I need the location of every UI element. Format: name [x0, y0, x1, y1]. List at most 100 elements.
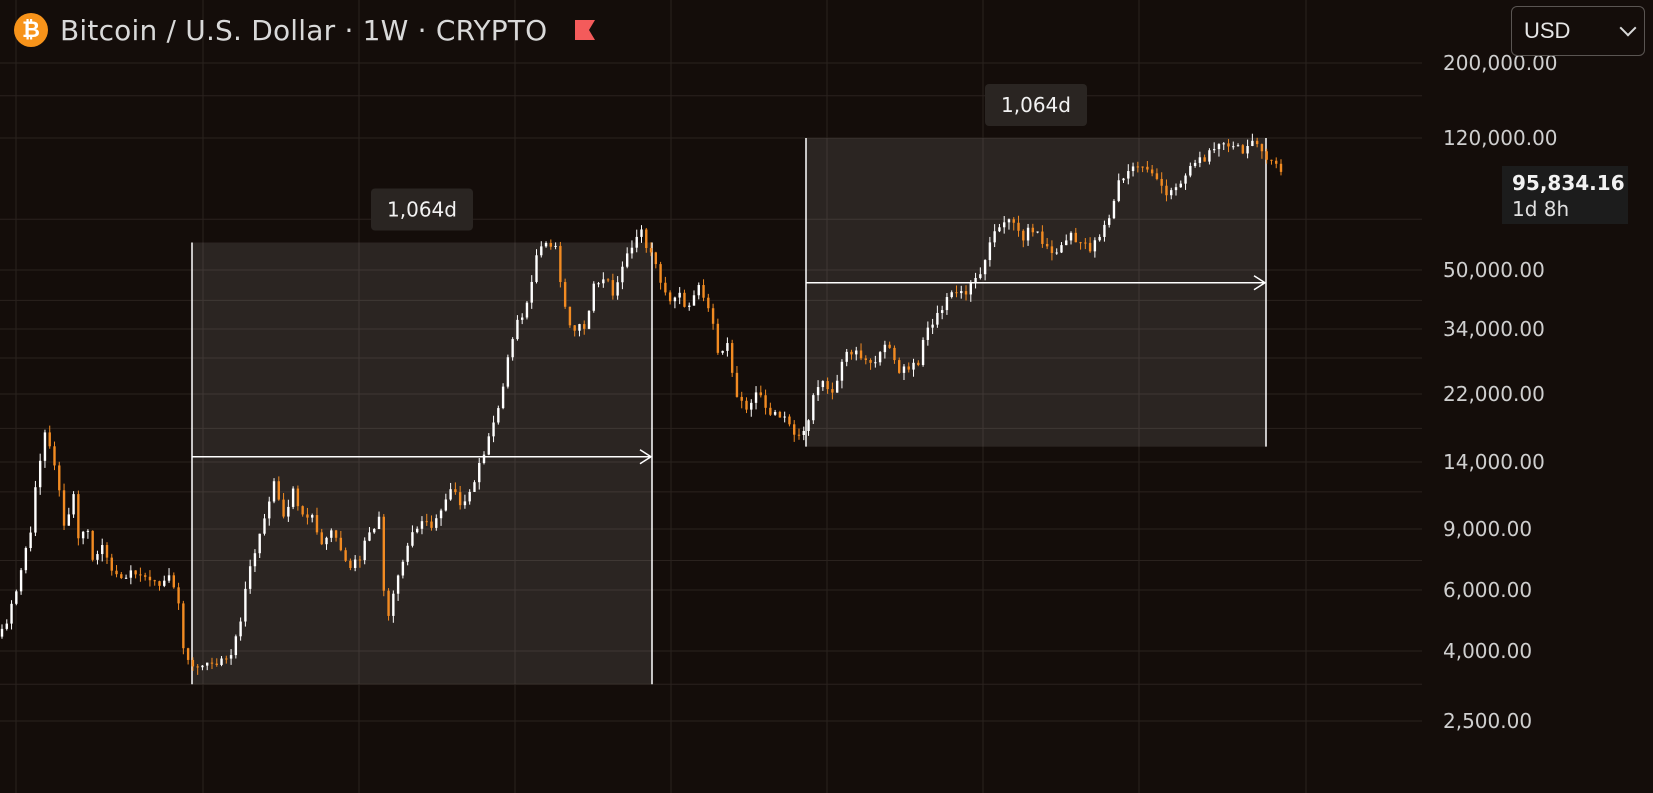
candle-body	[349, 560, 352, 568]
candle-body	[544, 242, 548, 247]
candle-body	[974, 277, 977, 283]
candle-body	[883, 344, 887, 353]
candle-body	[334, 530, 338, 538]
candle-body	[940, 310, 944, 313]
candle-body	[454, 489, 457, 493]
candle-body	[1122, 178, 1125, 181]
candle-body	[559, 245, 562, 283]
candle-body	[396, 575, 400, 594]
candle-body	[764, 395, 767, 408]
last-price-value: 95,834.16	[1512, 171, 1625, 195]
candle-body	[1065, 240, 1068, 246]
candle-body	[1069, 232, 1073, 241]
candle-body	[750, 402, 753, 410]
chart-grid	[0, 0, 1422, 793]
candle-body	[688, 305, 691, 307]
candle-body	[48, 432, 51, 447]
candle-body	[330, 530, 333, 538]
candle-body	[1088, 242, 1092, 252]
candle-body	[124, 577, 128, 579]
candle-body	[816, 387, 820, 396]
candle-body	[406, 545, 409, 562]
candle-body	[1222, 143, 1225, 145]
candle-body	[563, 282, 567, 307]
candle-body	[1079, 242, 1082, 244]
candle-body	[220, 658, 223, 665]
date-range-annotations[interactable]: 1,064d 1,064d	[191, 84, 1267, 685]
price-axis[interactable]: 2,500.00 4,000.00 6,000.00 9,000.00 14,000.0…	[1443, 51, 1558, 733]
candle-body	[640, 229, 643, 237]
candle-body	[874, 362, 877, 364]
candle-body	[210, 662, 214, 664]
candle-body	[1003, 222, 1006, 228]
candle-body	[392, 593, 395, 616]
candle-body	[855, 350, 858, 355]
candle-body	[625, 253, 629, 267]
candle-body	[163, 580, 166, 586]
candle-body	[363, 540, 366, 561]
candle-body	[1193, 162, 1197, 166]
date-range-box[interactable]	[192, 242, 652, 685]
candle-body	[167, 575, 171, 581]
candle-body	[244, 588, 247, 622]
candle-body	[878, 352, 882, 363]
candle-body	[53, 446, 56, 466]
flag-icon[interactable]	[573, 19, 597, 41]
candle-body	[707, 297, 710, 309]
candle-body	[960, 291, 963, 294]
candle-body	[1198, 157, 1202, 163]
candle-body	[1131, 166, 1135, 172]
date-range-label: 1,064d	[387, 198, 457, 222]
candle-body	[821, 381, 825, 388]
candle-body	[86, 530, 90, 532]
candle-body	[1170, 190, 1173, 196]
candle-body	[320, 532, 323, 545]
candle-body	[993, 231, 996, 243]
candle-body	[716, 323, 720, 353]
candle-body	[520, 317, 524, 320]
arrow-head-icon	[639, 449, 653, 465]
candle-body	[1212, 149, 1216, 151]
candle-body	[1041, 231, 1044, 244]
candle-body	[783, 416, 786, 418]
candle-body	[793, 424, 796, 435]
price-axis-label: 6,000.00	[1443, 578, 1532, 602]
candle-body	[769, 407, 772, 415]
candle-body	[43, 432, 47, 461]
candle-body	[664, 282, 667, 293]
candle-body	[659, 264, 662, 283]
candle-body	[120, 574, 123, 579]
candle-body	[1246, 146, 1249, 154]
candle-body	[411, 532, 414, 546]
candle-body	[1026, 227, 1030, 241]
candle-body	[449, 489, 452, 500]
candle-body	[315, 515, 319, 533]
candle-body	[621, 266, 624, 283]
candle-body	[754, 392, 758, 403]
candle-body	[535, 255, 538, 282]
candle-body	[206, 662, 209, 666]
candle-body	[67, 514, 71, 526]
candle-body	[10, 603, 13, 624]
bar-countdown: 1d 8h	[1512, 197, 1570, 221]
candle-body	[72, 494, 75, 515]
candle-body	[382, 516, 385, 591]
candle-body	[730, 343, 734, 373]
date-range-box[interactable]	[806, 138, 1266, 447]
candle-body	[301, 506, 304, 515]
symbol-title[interactable]: Bitcoin / U.S. Dollar · 1W · CRYPTO	[60, 13, 548, 47]
candle-body	[998, 227, 1001, 232]
candle-body	[473, 482, 476, 492]
chevron-down-icon	[1619, 19, 1637, 37]
candle-body	[139, 574, 142, 576]
candle-body	[153, 580, 156, 582]
currency-select[interactable]: USD	[1511, 6, 1645, 56]
candle-body	[1189, 165, 1192, 176]
candle-body	[859, 350, 863, 359]
candle-body	[215, 663, 218, 665]
candle-body	[110, 557, 113, 571]
candle-body	[401, 561, 405, 576]
candle-body	[287, 506, 290, 517]
date-range-label-bg	[371, 188, 473, 231]
